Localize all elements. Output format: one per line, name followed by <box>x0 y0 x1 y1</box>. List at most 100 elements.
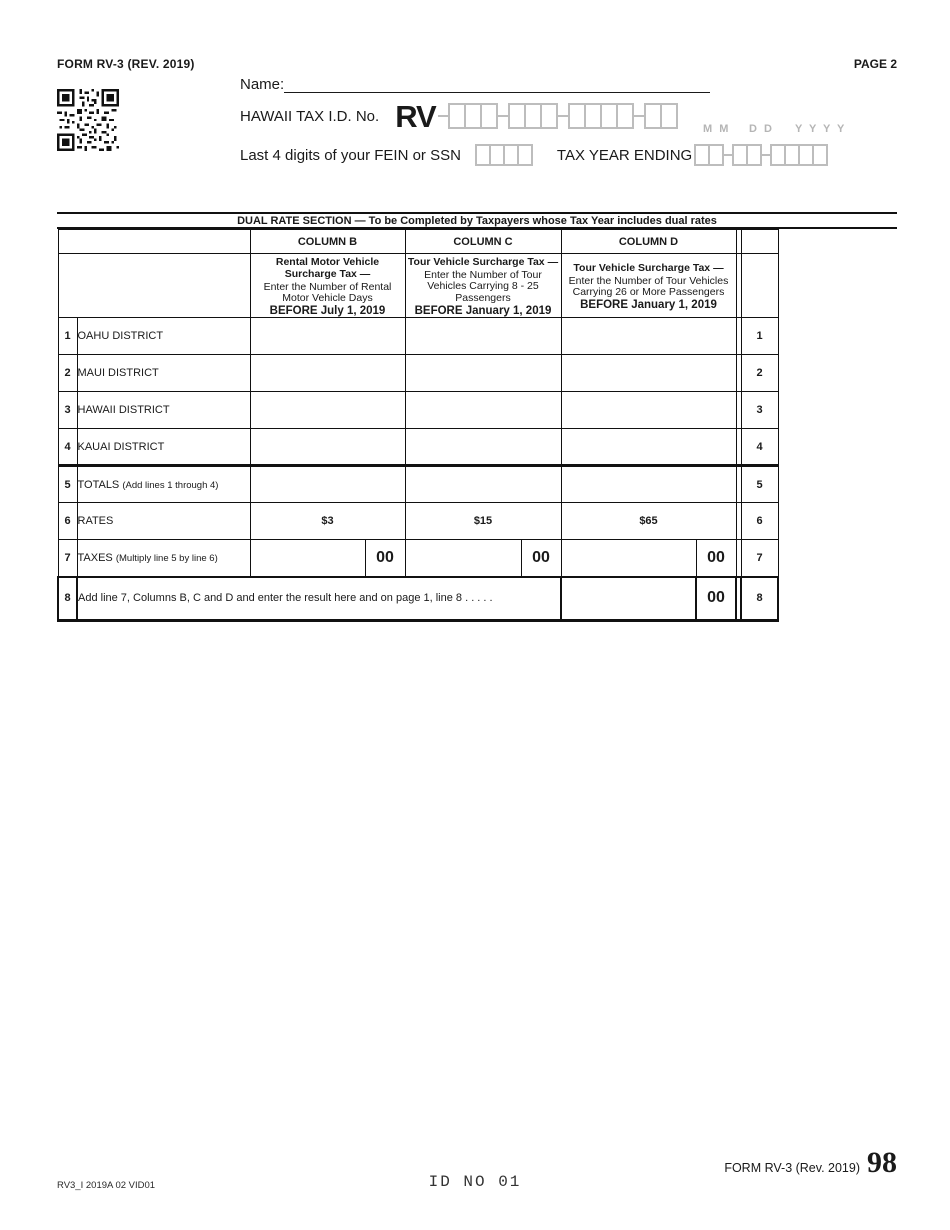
line-number-left: 7 <box>57 539 78 578</box>
row-label: HAWAII DISTRICT <box>76 391 251 430</box>
rate-colD: $65 <box>560 502 737 541</box>
row-label: TOTALS (Add lines 1 through 4) <box>76 464 251 504</box>
qr-code-icon <box>57 89 119 151</box>
row-label: TAXES (Multiply line 5 by line 6) <box>76 539 251 578</box>
cents-box: 00 <box>695 540 736 576</box>
cell-line2-colD[interactable] <box>560 354 737 393</box>
cell-line4-colD[interactable] <box>560 428 737 467</box>
cell-line4-colB[interactable] <box>249 428 406 467</box>
cell-line7-colB[interactable]: 00 <box>249 539 406 578</box>
column-b-header: COLUMN B <box>249 229 406 254</box>
taxes-note: (Multiply line 5 by line 6) <box>115 552 218 564</box>
line-number-left: 6 <box>57 502 78 541</box>
page-number: PAGE 2 <box>853 57 897 71</box>
rate-colB: $3 <box>249 502 406 541</box>
name-input-line[interactable] <box>284 76 710 93</box>
cell-line1-colD[interactable] <box>560 317 737 356</box>
column-c-title: Tour Vehicle Surcharge Tax — <box>407 256 559 269</box>
column-c-desc: Enter the Number of Tour Vehicles Carryi… <box>424 268 542 304</box>
tax-year-yyyy-box[interactable] <box>812 144 829 166</box>
taxes-label: TAXES <box>77 551 113 564</box>
doc-code: RV3_I 2019A 02 VID01 <box>57 1180 156 1191</box>
line-number-right: 6 <box>740 502 779 541</box>
column-b-before: BEFORE July 1, 2019 <box>269 305 386 318</box>
line-number-right: 7 <box>740 539 779 578</box>
tax-id-prefix: RV <box>395 98 437 134</box>
table-row: 8 Add line 7, Columns B, C and D and ent… <box>57 575 779 623</box>
tax-id-label: HAWAII TAX I.D. No. <box>240 107 380 125</box>
taxid-box[interactable] <box>659 103 678 129</box>
tax-year-boxes <box>694 144 829 166</box>
taxid-box[interactable] <box>539 103 558 129</box>
line-number-right: 1 <box>740 317 779 356</box>
tax-id-row: HAWAII TAX I.D. No. RV <box>240 100 678 132</box>
cell-line8-colD[interactable]: 00 <box>560 575 737 623</box>
column-d-description: Tour Vehicle Surcharge Tax — Enter the N… <box>560 252 737 319</box>
column-b-desc: Enter the Number of Rental Motor Vehicle… <box>263 280 392 304</box>
taxid-box[interactable] <box>615 103 634 129</box>
cell-line3-colC[interactable] <box>404 391 562 430</box>
cell-line1-colC[interactable] <box>404 317 562 356</box>
cell-line5-colC[interactable] <box>404 464 562 504</box>
row-label: MAUI DISTRICT <box>76 354 251 393</box>
line-number-left: 2 <box>57 354 78 393</box>
cell-line4-colC[interactable] <box>404 428 562 467</box>
cell-line5-colD[interactable] <box>560 464 737 504</box>
cell-line3-colD[interactable] <box>560 391 737 430</box>
box-dash <box>724 154 733 156</box>
cell-line7-colC[interactable]: 00 <box>404 539 562 578</box>
date-hint-yyyy: Y Y Y Y <box>795 123 847 135</box>
cents-box: 00 <box>364 540 405 576</box>
rate-colC: $15 <box>404 502 562 541</box>
column-c-description: Tour Vehicle Surcharge Tax — Enter the N… <box>404 252 562 319</box>
tax-year-mm-box[interactable] <box>708 144 725 166</box>
table-row: 3 HAWAII DISTRICT 3 <box>57 391 779 430</box>
table-row: 2 MAUI DISTRICT 2 <box>57 354 779 393</box>
row-label: RATES <box>76 502 251 541</box>
cell-line2-colB[interactable] <box>249 354 406 393</box>
column-c-header: COLUMN C <box>404 229 562 254</box>
table-row: 7 TAXES (Multiply line 5 by line 6) 00 0… <box>57 539 779 578</box>
cents-box: 00 <box>520 540 561 576</box>
line-number-right: 5 <box>740 464 779 504</box>
tax-year-label: TAX YEAR ENDING <box>556 146 693 164</box>
form-ref-text: FORM RV-3 (Rev. 2019) <box>724 1161 860 1175</box>
fein-box[interactable] <box>516 144 533 166</box>
line-number-right: 3 <box>740 391 779 430</box>
row-label: KAUAI DISTRICT <box>76 428 251 467</box>
date-hint-dd: D D <box>749 123 774 135</box>
cents-box: 00 <box>695 577 735 620</box>
dual-rate-section-title: DUAL RATE SECTION — To be Completed by T… <box>57 212 897 229</box>
tax-id-boxes <box>437 103 678 129</box>
cell-line7-colD[interactable]: 00 <box>560 539 737 578</box>
table-row: 5 TOTALS (Add lines 1 through 4) 5 <box>57 464 779 504</box>
id-no: ID NO 01 <box>428 1173 522 1191</box>
name-label: Name: <box>240 76 285 93</box>
table-row: 1 OAHU DISTRICT 1 <box>57 317 779 356</box>
line-number-left: 5 <box>57 464 78 504</box>
footer-page-number: 98 <box>867 1146 897 1179</box>
line-number-right: 4 <box>740 428 779 467</box>
column-b-title: Rental Motor Vehicle Surcharge Tax — <box>275 256 380 280</box>
cell-line3-colB[interactable] <box>249 391 406 430</box>
footer-form-ref: FORM RV-3 (Rev. 2019) 98 <box>724 1148 897 1178</box>
box-dash <box>497 115 508 117</box>
cell-line2-colC[interactable] <box>404 354 562 393</box>
line-number-left: 4 <box>57 428 78 467</box>
cell-line1-colB[interactable] <box>249 317 406 356</box>
box-dash <box>633 115 644 117</box>
tax-year-dd-box[interactable] <box>746 144 763 166</box>
line-number-left: 3 <box>57 391 78 430</box>
cell-line5-colB[interactable] <box>249 464 406 504</box>
line-number-right: 2 <box>740 354 779 393</box>
column-b-description: Rental Motor Vehicle Surcharge Tax — Ent… <box>249 252 406 319</box>
box-dash <box>437 115 448 117</box>
fein-boxes <box>474 144 533 166</box>
dual-rate-table: COLUMN B COLUMN C COLUMN D Rental Motor … <box>57 229 779 623</box>
taxid-box[interactable] <box>479 103 498 129</box>
date-hint-mm: M M <box>703 123 731 135</box>
line-number-left: 8 <box>57 575 78 623</box>
table-row: 6 RATES $3 $15 $65 6 <box>57 502 779 541</box>
form-id: FORM RV-3 (REV. 2019) <box>57 57 195 71</box>
